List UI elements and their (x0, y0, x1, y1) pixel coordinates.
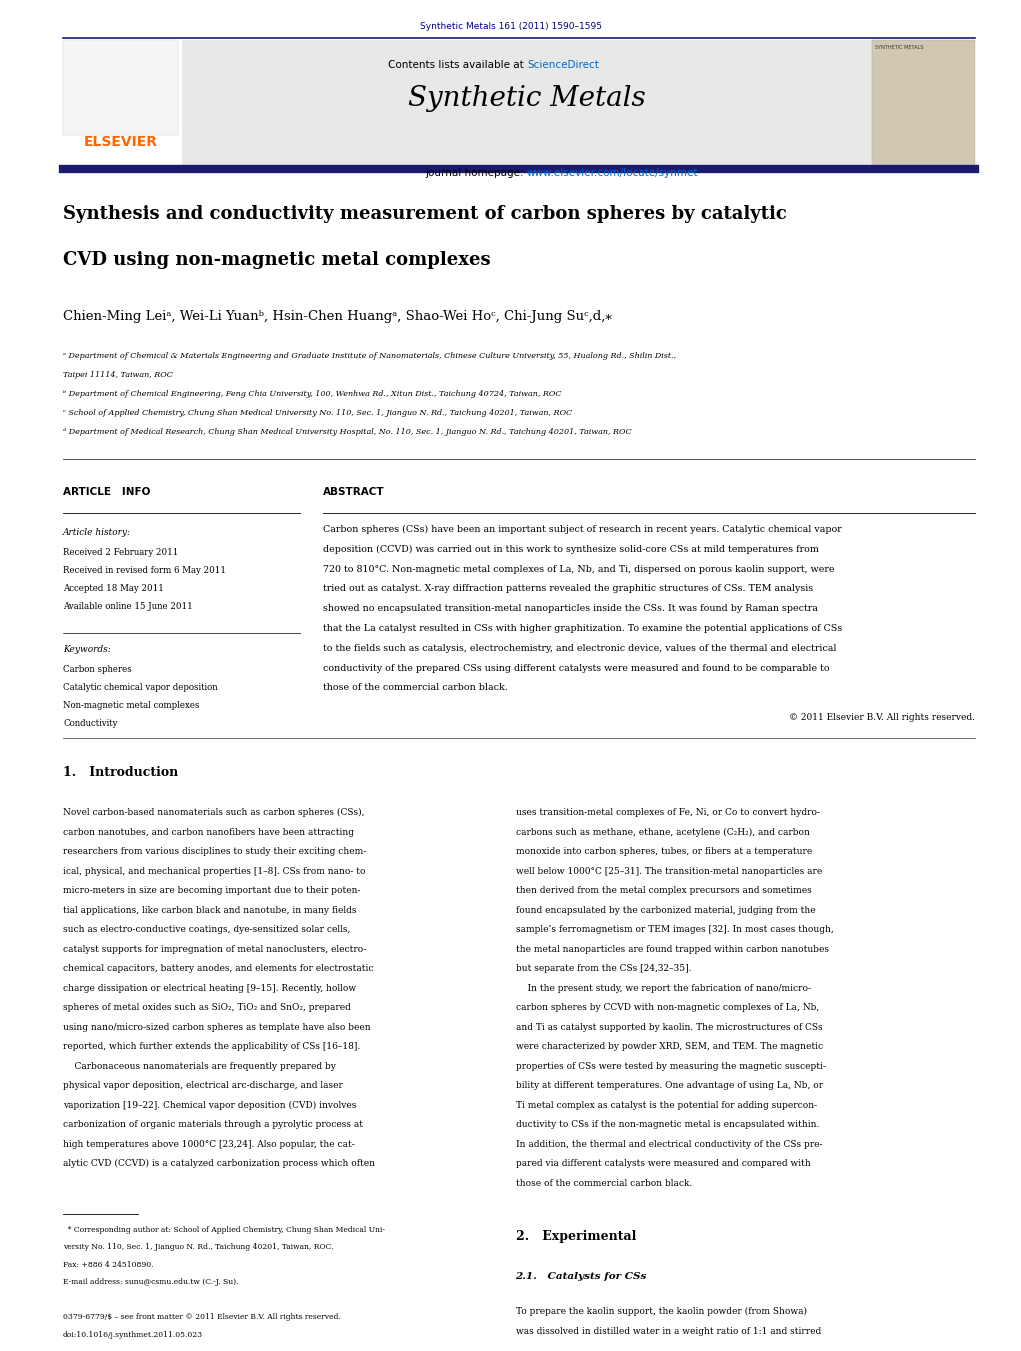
Text: conductivity of the prepared CSs using different catalysts were measured and fou: conductivity of the prepared CSs using d… (323, 663, 830, 673)
Text: deposition (CCVD) was carried out in this work to synthesize solid-core CSs at m: deposition (CCVD) was carried out in thi… (323, 544, 819, 554)
Text: Keywords:: Keywords: (63, 644, 110, 654)
Text: Taipei 11114, Taiwan, ROC: Taipei 11114, Taiwan, ROC (63, 372, 173, 380)
Text: sample’s ferromagnetism or TEM images [32]. In most cases though,: sample’s ferromagnetism or TEM images [3… (516, 925, 833, 934)
Text: ARTICLE   INFO: ARTICLE INFO (63, 486, 150, 497)
Text: and Ti as catalyst supported by kaolin. The microstructures of CSs: and Ti as catalyst supported by kaolin. … (516, 1023, 822, 1032)
Text: was dissolved in distilled water in a weight ratio of 1:1 and stirred: was dissolved in distilled water in a we… (516, 1327, 821, 1336)
Text: well below 1000°C [25–31]. The transition-metal nanoparticles are: well below 1000°C [25–31]. The transitio… (516, 867, 822, 875)
Text: Received 2 February 2011: Received 2 February 2011 (63, 549, 179, 557)
Text: ical, physical, and mechanical properties [1–8]. CSs from nano- to: ical, physical, and mechanical propertie… (63, 867, 366, 875)
Text: carbonization of organic materials through a pyrolytic process at: carbonization of organic materials throu… (63, 1120, 363, 1129)
Text: alytic CVD (CCVD) is a catalyzed carbonization process which often: alytic CVD (CCVD) is a catalyzed carboni… (63, 1159, 375, 1169)
Text: ᵇ Department of Chemical Engineering, Feng Chia University, 100, Wenhwa Rd., Xit: ᵇ Department of Chemical Engineering, Fe… (63, 390, 562, 399)
Text: physical vapor deposition, electrical arc-discharge, and laser: physical vapor deposition, electrical ar… (63, 1081, 343, 1090)
Text: ABSTRACT: ABSTRACT (323, 486, 385, 497)
Text: ELSEVIER: ELSEVIER (84, 135, 157, 149)
Text: then derived from the metal complex precursors and sometimes: then derived from the metal complex prec… (516, 886, 812, 896)
Text: pared via different catalysts were measured and compared with: pared via different catalysts were measu… (516, 1159, 811, 1169)
Text: Contents lists available at: Contents lists available at (388, 59, 527, 70)
Text: © 2011 Elsevier B.V. All rights reserved.: © 2011 Elsevier B.V. All rights reserved… (789, 713, 975, 723)
Text: ductivity to CSs if the non-magnetic metal is encapsulated within.: ductivity to CSs if the non-magnetic met… (516, 1120, 819, 1129)
Text: ᶜ School of Applied Chemistry, Chung Shan Medical University No. 110, Sec. 1, Ji: ᶜ School of Applied Chemistry, Chung Sha… (63, 409, 572, 417)
Text: Chien-Ming Leiᵃ, Wei-Li Yuanᵇ, Hsin-Chen Huangᵃ, Shao-Wei Hoᶜ, Chi-Jung Suᶜ,d,⁎: Chien-Ming Leiᵃ, Wei-Li Yuanᵇ, Hsin-Chen… (63, 309, 612, 323)
Text: carbons such as methane, ethane, acetylene (C₂H₂), and carbon: carbons such as methane, ethane, acetyle… (516, 828, 810, 836)
Text: In the present study, we report the fabrication of nano/micro-: In the present study, we report the fabr… (516, 984, 811, 993)
Text: ᵃ Department of Chemical & Materials Engineering and Graduate Institute of Nanom: ᵃ Department of Chemical & Materials Eng… (63, 353, 676, 359)
Text: Catalytic chemical vapor deposition: Catalytic chemical vapor deposition (63, 684, 217, 692)
Text: 2.   Experimental: 2. Experimental (516, 1231, 636, 1243)
Text: 720 to 810°C. Non-magnetic metal complexes of La, Nb, and Ti, dispersed on porou: 720 to 810°C. Non-magnetic metal complex… (323, 565, 834, 574)
Text: catalyst supports for impregnation of metal nanoclusters, electro-: catalyst supports for impregnation of me… (63, 944, 367, 954)
Text: 2.1.   Catalysts for CSs: 2.1. Catalysts for CSs (516, 1273, 647, 1281)
Text: SYNTHETIC METALS: SYNTHETIC METALS (875, 45, 923, 50)
Text: Available online 15 June 2011: Available online 15 June 2011 (63, 603, 193, 611)
Text: high temperatures above 1000°C [23,24]. Also popular, the cat-: high temperatures above 1000°C [23,24]. … (63, 1140, 354, 1148)
Text: that the La catalyst resulted in CSs with higher graphitization. To examine the : that the La catalyst resulted in CSs wit… (323, 624, 842, 634)
Text: showed no encapsulated transition-metal nanoparticles inside the CSs. It was fou: showed no encapsulated transition-metal … (323, 604, 818, 613)
Text: but separate from the CSs [24,32–35].: but separate from the CSs [24,32–35]. (516, 965, 691, 973)
Text: Carbon spheres (CSs) have been an important subject of research in recent years.: Carbon spheres (CSs) have been an import… (323, 526, 841, 534)
Text: tried out as catalyst. X-ray diffraction patterns revealed the graphitic structu: tried out as catalyst. X-ray diffraction… (323, 585, 813, 593)
Text: Article history:: Article history: (63, 528, 131, 536)
Text: Ti metal complex as catalyst is the potential for adding supercon-: Ti metal complex as catalyst is the pote… (516, 1101, 817, 1109)
Text: Novel carbon-based nanomaterials such as carbon spheres (CSs),: Novel carbon-based nanomaterials such as… (63, 808, 364, 817)
Text: vaporization [19–22]. Chemical vapor deposition (CVD) involves: vaporization [19–22]. Chemical vapor dep… (63, 1101, 356, 1109)
Text: uses transition-metal complexes of Fe, Ni, or Co to convert hydro-: uses transition-metal complexes of Fe, N… (516, 808, 820, 817)
Text: Synthesis and conductivity measurement of carbon spheres by catalytic: Synthesis and conductivity measurement o… (63, 205, 787, 223)
Text: Synthetic Metals 161 (2011) 1590–1595: Synthetic Metals 161 (2011) 1590–1595 (420, 22, 601, 31)
Text: chemical capacitors, battery anodes, and elements for electrostatic: chemical capacitors, battery anodes, and… (63, 965, 374, 973)
Text: micro-meters in size are becoming important due to their poten-: micro-meters in size are becoming import… (63, 886, 360, 896)
Text: Received in revised form 6 May 2011: Received in revised form 6 May 2011 (63, 566, 226, 576)
Text: tial applications, like carbon black and nanotube, in many fields: tial applications, like carbon black and… (63, 905, 356, 915)
Text: reported, which further extends the applicability of CSs [16–18].: reported, which further extends the appl… (63, 1042, 360, 1051)
Text: researchers from various disciplines to study their exciting chem-: researchers from various disciplines to … (63, 847, 367, 857)
Text: monoxide into carbon spheres, tubes, or fibers at a temperature: monoxide into carbon spheres, tubes, or … (516, 847, 812, 857)
Text: ScienceDirect: ScienceDirect (527, 59, 599, 70)
Text: doi:10.1016/j.synthmet.2011.05.023: doi:10.1016/j.synthmet.2011.05.023 (63, 1331, 203, 1339)
Text: spheres of metal oxides such as SiO₂, TiO₂ and SnO₂, prepared: spheres of metal oxides such as SiO₂, Ti… (63, 1004, 351, 1012)
Text: found encapsulated by the carbonized material, judging from the: found encapsulated by the carbonized mat… (516, 905, 815, 915)
Text: Accepted 18 May 2011: Accepted 18 May 2011 (63, 584, 164, 593)
Text: Conductivity: Conductivity (63, 719, 117, 728)
Text: using nano/micro-sized carbon spheres as template have also been: using nano/micro-sized carbon spheres as… (63, 1023, 371, 1032)
Bar (63, 41, 178, 135)
Text: carbon nanotubes, and carbon nanofibers have been attracting: carbon nanotubes, and carbon nanofibers … (63, 828, 354, 836)
Text: carbon spheres by CCVD with non-magnetic complexes of La, Nb,: carbon spheres by CCVD with non-magnetic… (516, 1004, 819, 1012)
Text: Non-magnetic metal complexes: Non-magnetic metal complexes (63, 701, 199, 711)
Text: were characterized by powder XRD, SEM, and TEM. The magnetic: were characterized by powder XRD, SEM, a… (516, 1042, 823, 1051)
Text: www.elsevier.com/locate/synmet: www.elsevier.com/locate/synmet (527, 168, 698, 178)
Bar (872, 41, 975, 168)
Text: Synthetic Metals: Synthetic Metals (408, 85, 646, 112)
Text: bility at different temperatures. One advantage of using La, Nb, or: bility at different temperatures. One ad… (516, 1081, 823, 1090)
Text: journal homepage:: journal homepage: (425, 168, 527, 178)
Text: To prepare the kaolin support, the kaolin powder (from Showa): To prepare the kaolin support, the kaoli… (516, 1308, 807, 1316)
Text: Fax: +886 4 24510890.: Fax: +886 4 24510890. (63, 1260, 153, 1269)
Text: versity No. 110, Sec. 1, Jianguo N. Rd., Taichung 40201, Taiwan, ROC.: versity No. 110, Sec. 1, Jianguo N. Rd.,… (63, 1243, 334, 1251)
Text: those of the commercial carbon black.: those of the commercial carbon black. (323, 684, 507, 693)
Text: CVD using non-magnetic metal complexes: CVD using non-magnetic metal complexes (63, 251, 491, 269)
Text: properties of CSs were tested by measuring the magnetic suscepti-: properties of CSs were tested by measuri… (516, 1062, 825, 1071)
Bar (182, 41, 872, 168)
Text: charge dissipation or electrical heating [9–15]. Recently, hollow: charge dissipation or electrical heating… (63, 984, 356, 993)
Text: In addition, the thermal and electrical conductivity of the CSs pre-: In addition, the thermal and electrical … (516, 1140, 822, 1148)
Text: Carbonaceous nanomaterials are frequently prepared by: Carbonaceous nanomaterials are frequentl… (63, 1062, 336, 1071)
Text: 0379-6779/$ – see front matter © 2011 Elsevier B.V. All rights reserved.: 0379-6779/$ – see front matter © 2011 El… (63, 1313, 341, 1321)
Text: ᵈ Department of Medical Research, Chung Shan Medical University Hospital, No. 11: ᵈ Department of Medical Research, Chung … (63, 428, 632, 436)
Text: Carbon spheres: Carbon spheres (63, 665, 132, 674)
Text: those of the commercial carbon black.: those of the commercial carbon black. (516, 1178, 692, 1188)
Text: 1.   Introduction: 1. Introduction (63, 766, 179, 780)
Text: such as electro-conductive coatings, dye-sensitized solar cells,: such as electro-conductive coatings, dye… (63, 925, 350, 934)
Text: E-mail address: sunu@csmu.edu.tw (C.-J. Su).: E-mail address: sunu@csmu.edu.tw (C.-J. … (63, 1278, 239, 1286)
Text: * Corresponding author at: School of Applied Chemistry, Chung Shan Medical Uni-: * Corresponding author at: School of App… (63, 1225, 385, 1233)
Text: the metal nanoparticles are found trapped within carbon nanotubes: the metal nanoparticles are found trappe… (516, 944, 828, 954)
Text: to the fields such as catalysis, electrochemistry, and electronic device, values: to the fields such as catalysis, electro… (323, 644, 836, 653)
